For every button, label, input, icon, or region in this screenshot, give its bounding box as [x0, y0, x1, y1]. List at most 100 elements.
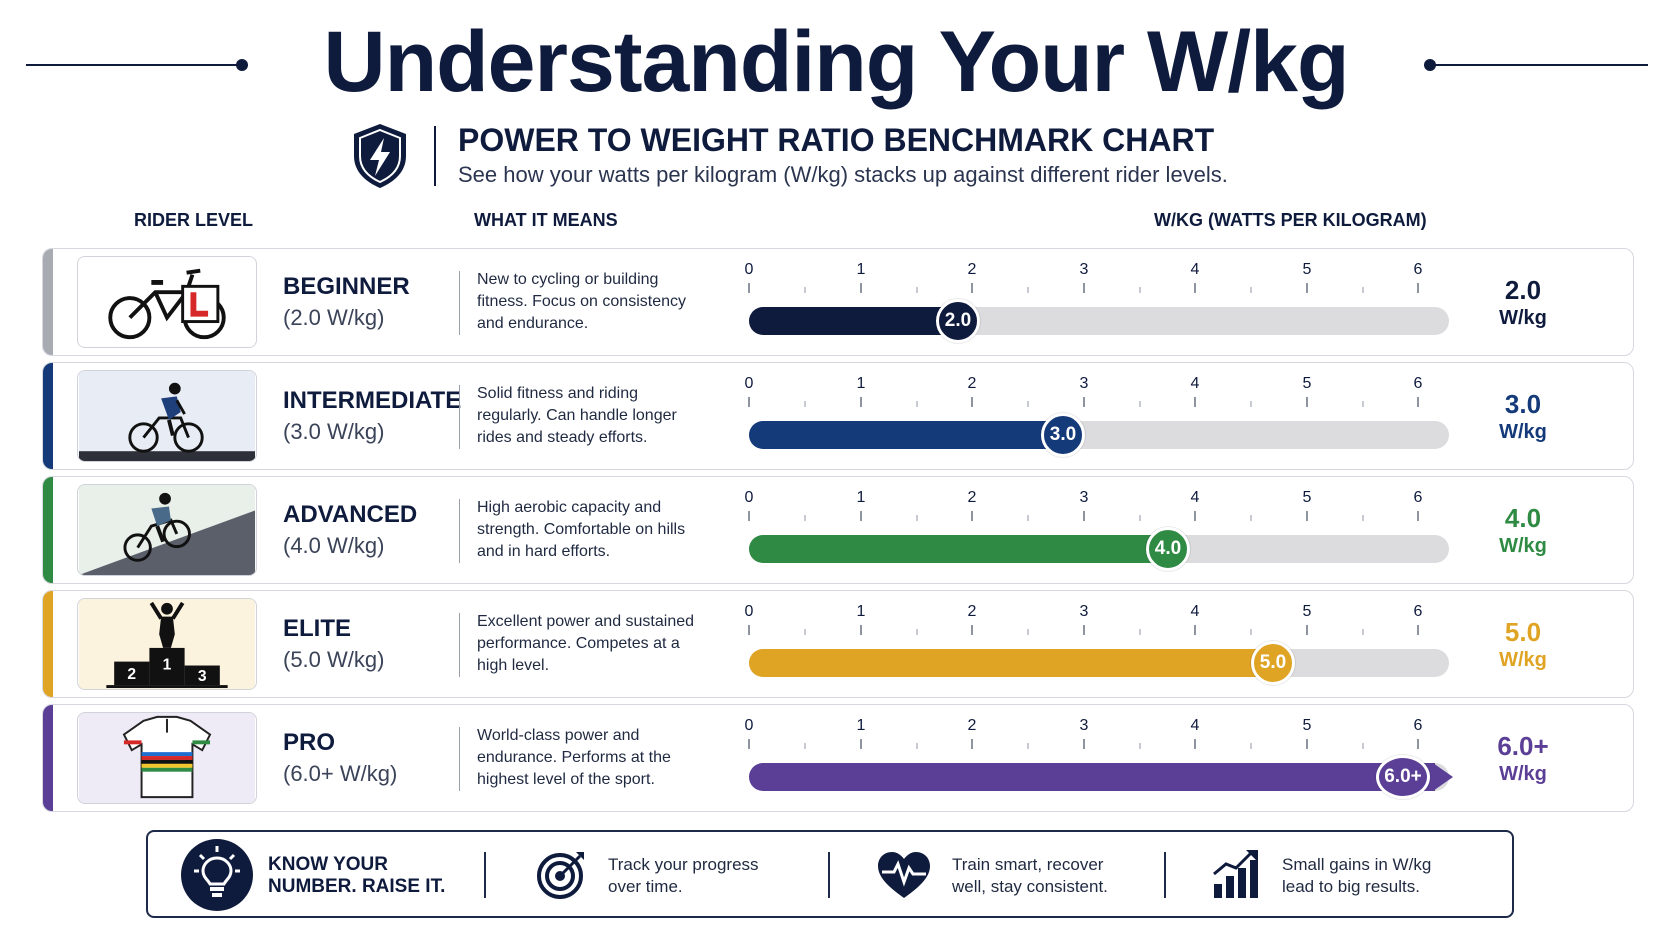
scale-minor-tick: [1250, 515, 1252, 521]
scale-tick-label: 4: [1190, 261, 1200, 278]
level-range: (3.0 W/kg): [283, 419, 385, 444]
value-unit: W/kg: [1499, 763, 1547, 785]
scale-tick-label: 1: [856, 717, 866, 734]
scale-tick: [1306, 283, 1308, 293]
podium-icon: 1 2 3: [77, 598, 257, 690]
scale-tick: [748, 283, 750, 293]
value-readout: 6.0+: [1497, 731, 1549, 761]
scale-tick-label: 4: [1190, 603, 1200, 620]
scale-tick-label: 0: [744, 603, 754, 620]
scale-minor-tick: [916, 743, 917, 749]
lightning-shield-icon: [354, 124, 406, 188]
level-meaning: Excellent power and sustained performanc…: [477, 613, 695, 674]
scale-minor-tick: [1139, 287, 1140, 293]
scale-minor-tick: [1027, 287, 1029, 293]
footer-text-train-smart: Train smart, recover well, stay consiste…: [952, 854, 1108, 898]
subheading: POWER TO WEIGHT RATIO BENCHMARK CHART Se…: [350, 118, 1350, 198]
scale-tick: [860, 511, 862, 521]
scale-minor-tick: [1250, 629, 1252, 635]
level-range: (4.0 W/kg): [283, 533, 385, 558]
value-marker: 3.0: [1041, 413, 1085, 457]
level-name: ADVANCED: [283, 501, 418, 528]
road-cyclist-icon: [77, 370, 257, 462]
scale-tick-label: 0: [744, 717, 754, 734]
value-unit: W/kg: [1499, 421, 1547, 443]
footer-text-small-gains: Small gains in W/kg lead to big results.: [1282, 854, 1431, 898]
wkg-scale: 0 1 2 3 4 5 6 5.0: [745, 603, 1449, 693]
scale-tick: [1194, 625, 1196, 635]
scale-tick: [748, 625, 750, 635]
scale-tick-label: 5: [1302, 489, 1312, 506]
row-divider: [459, 499, 460, 563]
scale-minor-tick: [916, 401, 917, 407]
scale-minor-tick: [1362, 629, 1363, 635]
scale-minor-tick: [916, 287, 917, 293]
scale-tick: [860, 397, 862, 407]
row-accent-bar: [43, 363, 53, 469]
footer-text-line: Small gains in W/kg: [1282, 855, 1432, 874]
scale-minor-tick: [916, 629, 917, 635]
scale-minor-tick: [1027, 515, 1029, 521]
scale-tick-label: 4: [1190, 489, 1200, 506]
progress-fill: [749, 763, 1435, 791]
scale-minor-tick: [1139, 743, 1140, 749]
scale-tick: [1083, 625, 1085, 635]
chart-heading: POWER TO WEIGHT RATIO BENCHMARK CHART: [458, 122, 1215, 158]
row-divider: [459, 385, 460, 449]
scale-tick: [860, 739, 862, 749]
scale-tick-label: 0: [744, 375, 754, 392]
level-name: INTERMEDIATE: [283, 387, 462, 414]
lightbulb-icon: [181, 839, 253, 911]
footer-tips: KNOW YOUR NUMBER. RAISE IT. Track your p…: [146, 830, 1514, 918]
footer-text-line: Train smart, recover: [952, 855, 1104, 874]
title-line-right: [1432, 64, 1648, 66]
footer-item-train-smart: Train smart, recover well, stay consiste…: [876, 832, 1176, 916]
scale-minor-tick: [916, 515, 917, 521]
scale-tick-label: 3: [1079, 603, 1089, 620]
scale-tick-label: 1: [856, 261, 866, 278]
scale-tick: [1083, 739, 1085, 749]
level-meaning: Solid fitness and riding regularly. Can …: [477, 385, 677, 446]
rider-level-row: 1 2 3 ELITE (5.0 W/kg) Excellent power and su…: [42, 590, 1634, 698]
value-readout: 2.0: [1504, 275, 1542, 305]
scale-minor-tick: [1139, 515, 1140, 521]
value-marker: 2.0: [936, 299, 980, 343]
target-icon: [537, 852, 584, 899]
value-unit: W/kg: [1499, 535, 1547, 557]
row-divider: [459, 271, 460, 335]
scale-tick: [971, 397, 973, 407]
title-line-left: [26, 64, 240, 66]
scale-minor-tick: [1027, 629, 1029, 635]
progress-fill: [749, 649, 1283, 677]
scale-minor-tick: [1362, 401, 1363, 407]
scale-minor-tick: [804, 401, 806, 407]
progress-fill: [749, 535, 1178, 563]
scale-tick-label: 3: [1079, 375, 1089, 392]
scale-tick-label: 6: [1413, 261, 1423, 278]
wkg-scale: 0 1 2 3 4 5 6 3.0: [745, 375, 1449, 465]
level-range: (2.0 W/kg): [283, 305, 385, 330]
value-unit: W/kg: [1499, 649, 1547, 671]
scale-minor-tick: [804, 287, 806, 293]
scale-tick: [860, 283, 862, 293]
svg-text:2: 2: [127, 666, 136, 683]
scale-tick: [1306, 397, 1308, 407]
row-accent-bar: [43, 249, 53, 355]
scale-tick: [971, 283, 973, 293]
column-header-rider-level: RIDER LEVEL: [134, 210, 254, 230]
wkg-scale: 0 1 2 3 4 5 6 6.0+: [745, 717, 1453, 807]
value-marker: 6.0+: [1376, 755, 1430, 799]
scale-minor-tick: [1250, 287, 1252, 293]
scale-tick: [748, 511, 750, 521]
rider-level-row: ADVANCED (4.0 W/kg) High aerobic capacity …: [42, 476, 1634, 584]
scale-tick: [971, 625, 973, 635]
rider-level-row: BEGINNER (2.0 W/kg) New to cycling or buil…: [42, 248, 1634, 356]
scale-tick: [1083, 397, 1085, 407]
scale-tick: [1194, 511, 1196, 521]
column-header-what-it-means: WHAT IT MEANS: [474, 210, 618, 230]
scale-tick-label: 6: [1413, 603, 1423, 620]
title-dot-right: [1424, 59, 1436, 71]
level-range: (6.0+ W/kg): [283, 761, 398, 786]
scale-minor-tick: [1362, 515, 1363, 521]
row-divider: [459, 613, 460, 677]
